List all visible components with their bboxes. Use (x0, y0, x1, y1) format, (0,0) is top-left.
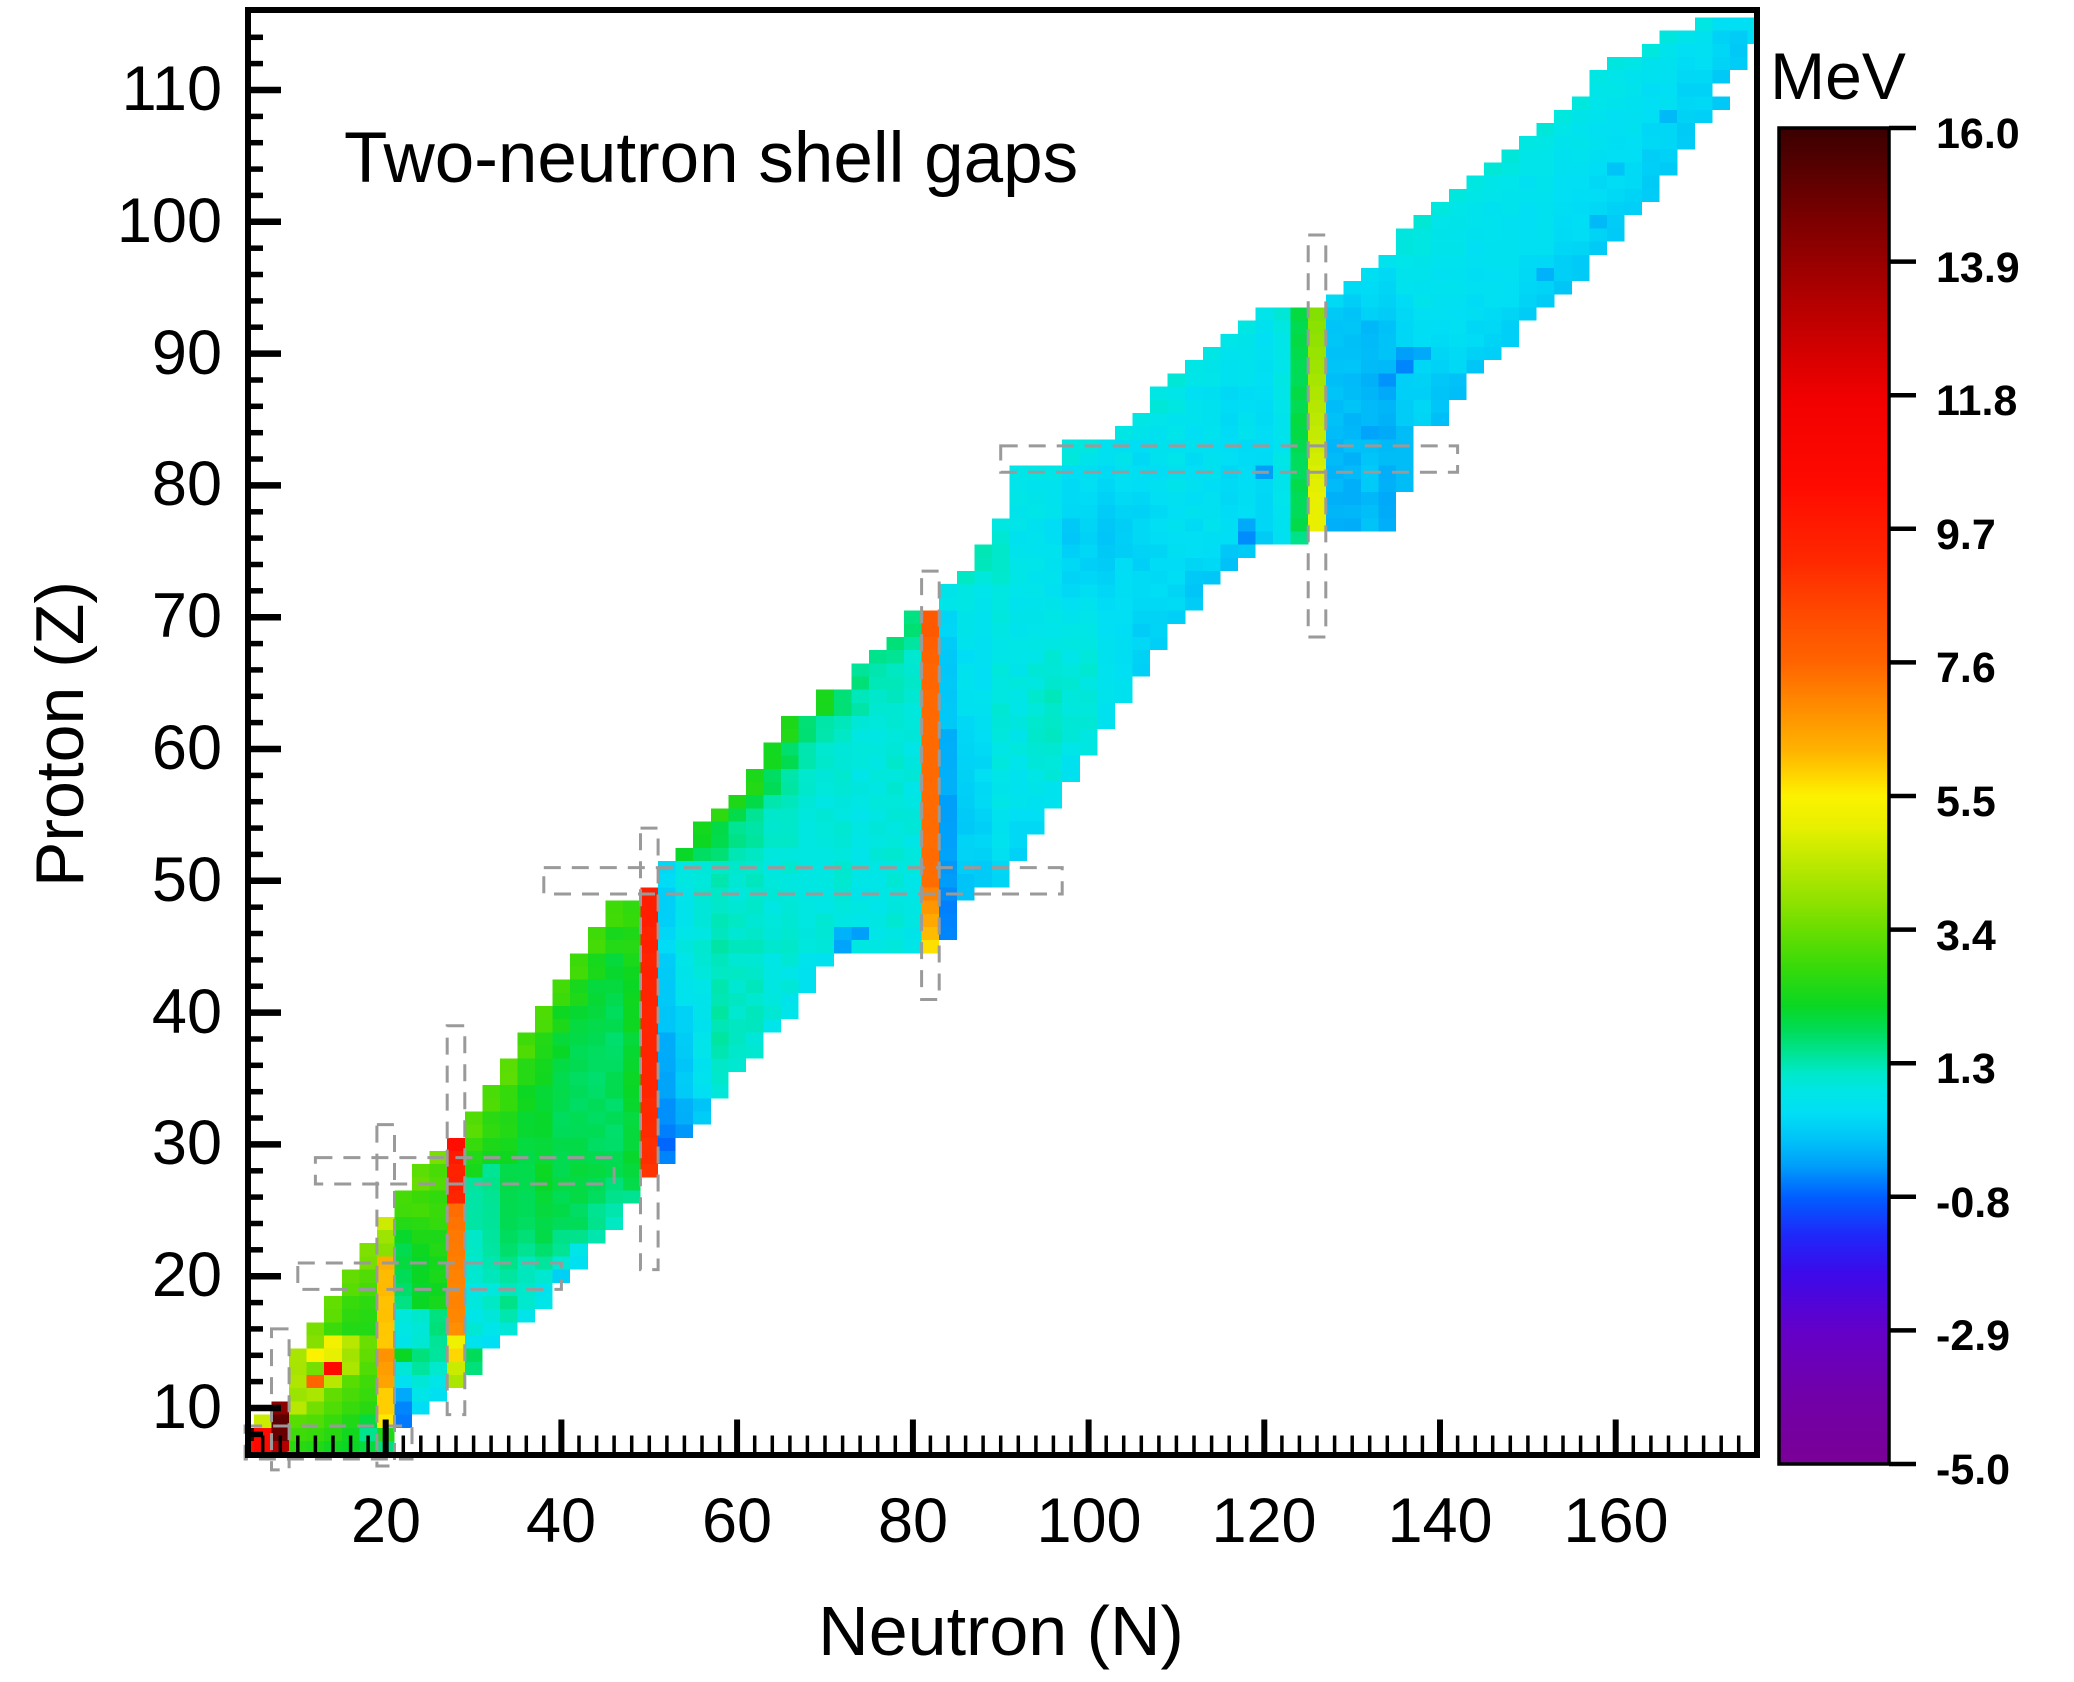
svg-text:MeV: MeV (1770, 39, 1906, 113)
svg-text:40: 40 (526, 1486, 596, 1556)
svg-text:90: 90 (152, 318, 222, 388)
svg-text:10: 10 (152, 1372, 222, 1442)
svg-text:100: 100 (1036, 1486, 1141, 1556)
svg-text:11.8: 11.8 (1936, 377, 2017, 425)
svg-text:5.5: 5.5 (1936, 778, 1996, 826)
svg-text:40: 40 (152, 977, 222, 1047)
svg-text:120: 120 (1211, 1486, 1316, 1556)
svg-text:20: 20 (351, 1486, 421, 1556)
svg-text:-0.8: -0.8 (1936, 1179, 2010, 1227)
svg-text:60: 60 (152, 713, 222, 783)
svg-text:9.7: 9.7 (1936, 511, 1996, 559)
svg-text:1.3: 1.3 (1936, 1045, 1996, 1093)
svg-text:80: 80 (878, 1486, 948, 1556)
svg-text:160: 160 (1563, 1486, 1668, 1556)
svg-text:-2.9: -2.9 (1936, 1312, 2010, 1360)
svg-text:70: 70 (152, 581, 222, 651)
svg-text:100: 100 (117, 186, 222, 256)
svg-text:140: 140 (1387, 1486, 1492, 1556)
svg-text:Two-neutron shell gaps: Two-neutron shell gaps (344, 119, 1078, 198)
svg-text:50: 50 (152, 845, 222, 915)
svg-text:7.6: 7.6 (1936, 644, 1996, 692)
svg-text:80: 80 (152, 449, 222, 519)
svg-text:20: 20 (152, 1240, 222, 1310)
svg-text:16.0: 16.0 (1936, 110, 2020, 158)
svg-text:110: 110 (122, 54, 222, 124)
svg-text:13.9: 13.9 (1936, 244, 2020, 292)
svg-text:Proton (Z): Proton (Z) (22, 581, 98, 887)
svg-text:30: 30 (152, 1108, 222, 1178)
svg-text:3.4: 3.4 (1936, 912, 1996, 960)
svg-text:Neutron (N): Neutron (N) (818, 1592, 1184, 1670)
svg-text:-5.0: -5.0 (1936, 1446, 2010, 1494)
svg-text:60: 60 (702, 1486, 772, 1556)
